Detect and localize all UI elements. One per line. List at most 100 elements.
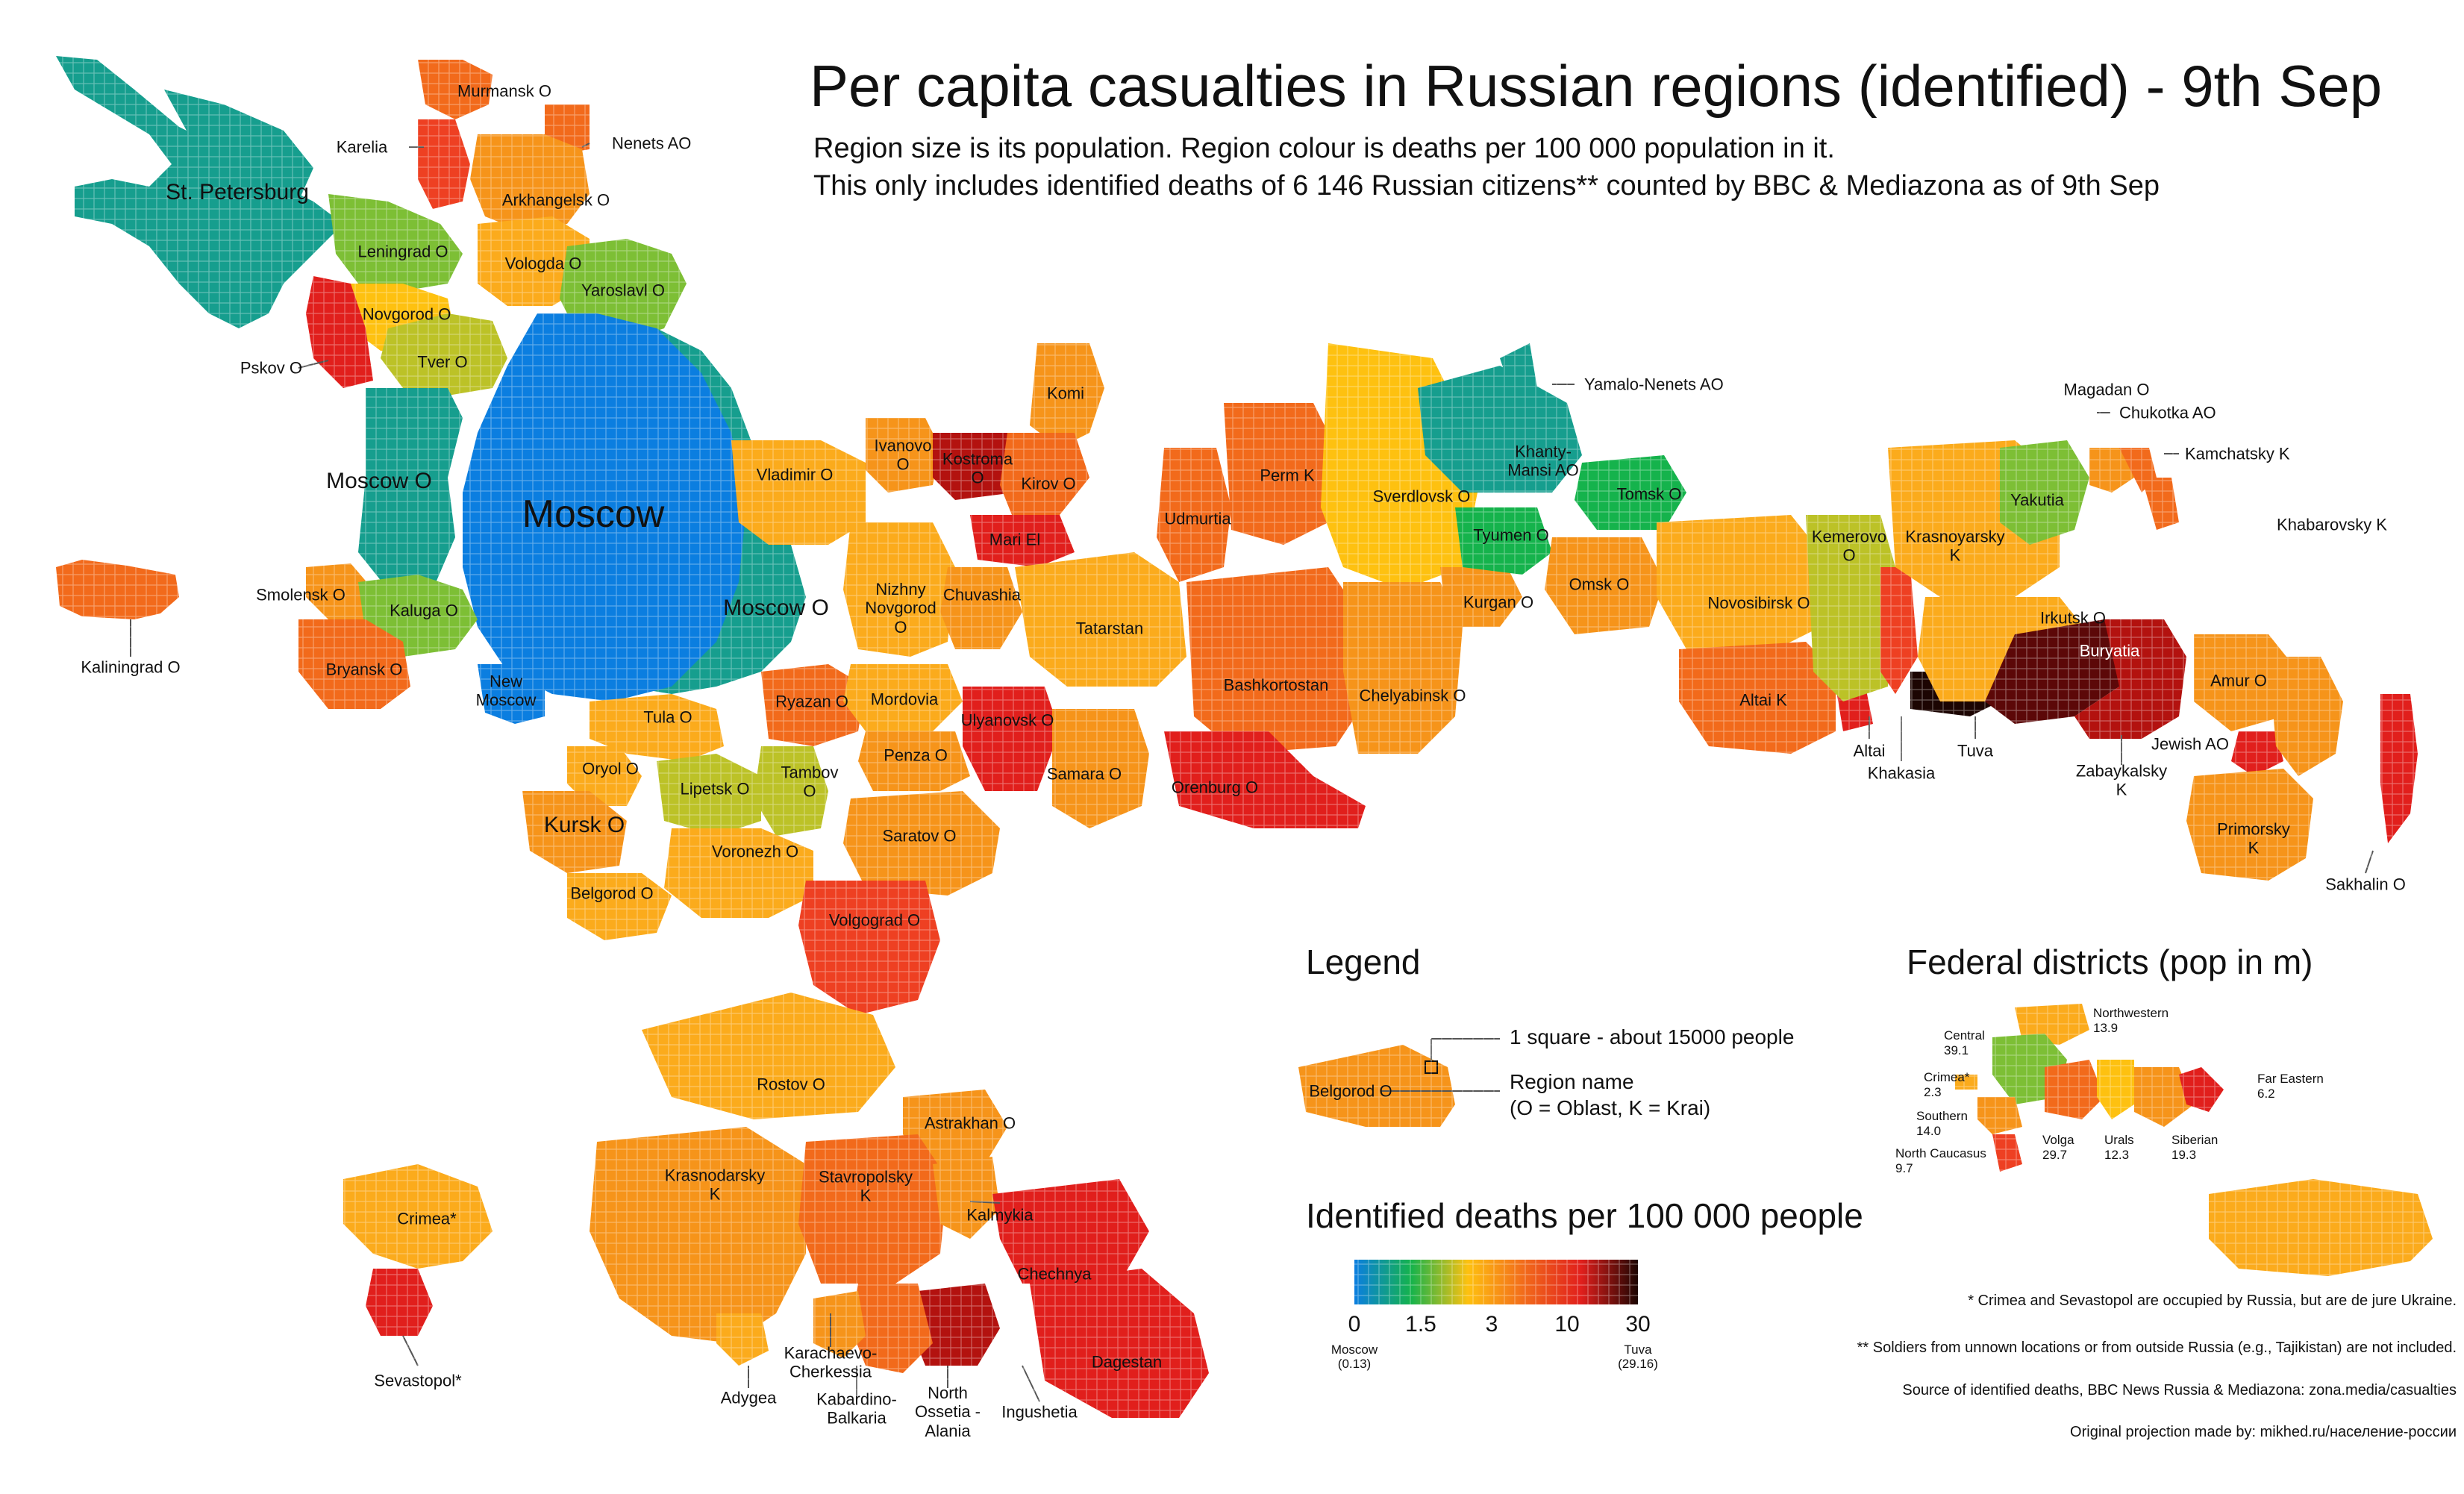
region-label-vladimir: Vladimir O bbox=[756, 465, 834, 484]
region-label-tatarstan: Tatarstan bbox=[1075, 619, 1144, 638]
region-shape-novosibirsk bbox=[1657, 515, 1821, 649]
region-label-new-moscow: New Moscow bbox=[475, 672, 537, 710]
region-shape-vladimir bbox=[731, 440, 866, 545]
region-label-novosibirsk: Novosibirsk O bbox=[1707, 593, 1810, 613]
region-label-amur: Amur O bbox=[2210, 671, 2267, 690]
fd-shape-southern bbox=[1977, 1097, 2022, 1134]
region-label-khabarovsky: Khabarovsky K bbox=[2277, 515, 2387, 534]
region-label-altai: Altai bbox=[1853, 741, 1886, 760]
region-label-voronezh: Voronezh O bbox=[711, 842, 799, 861]
region-shape-karelia-strip bbox=[418, 119, 470, 209]
legend-square-marker bbox=[1425, 1060, 1438, 1074]
region-label-krasnodarsky: Krasnodarsky K bbox=[664, 1166, 766, 1204]
fd-shape-volga bbox=[2045, 1060, 2104, 1119]
region-label-jewish-ao: Jewish AO bbox=[2151, 734, 2229, 754]
region-label-udmurtia: Udmurtia bbox=[1164, 509, 1231, 528]
region-label-tuva: Tuva bbox=[1957, 741, 1994, 760]
subtitle-line-1: Region size is its population. Region co… bbox=[813, 133, 1835, 164]
region-label-crimea: Crimea* bbox=[397, 1209, 457, 1228]
region-label-mordovia: Mordovia bbox=[870, 690, 939, 709]
region-label-ryazan: Ryazan O bbox=[775, 692, 848, 711]
region-label-perm: Perm K bbox=[1260, 466, 1315, 485]
region-label-ivanovo: Ivanovo O bbox=[874, 436, 932, 474]
legend-square-note: 1 square - about 15000 people bbox=[1510, 1025, 1795, 1048]
fd-label-siberian: Siberian 19.3 bbox=[2171, 1133, 2218, 1162]
fd-shape-north-caucasus bbox=[1992, 1134, 2022, 1172]
region-label-north-ossetia: North Ossetia - Alania bbox=[914, 1384, 981, 1440]
region-label-zabaykalsky: Zabaykalsky K bbox=[2075, 761, 2168, 799]
leader-line-10 bbox=[2365, 850, 2374, 874]
region-label-sevastopol: Sevastopol* bbox=[374, 1371, 462, 1390]
region-label-khakasia: Khakasia bbox=[1867, 763, 1936, 783]
scale-max-note: Tuva (29.16) bbox=[1618, 1343, 1658, 1371]
region-label-pskov: Pskov O bbox=[240, 358, 302, 378]
scale-tick-3: 10 bbox=[1554, 1312, 1580, 1337]
region-label-vologda: Vologda O bbox=[504, 254, 582, 273]
region-label-kalmykia: Kalmykia bbox=[966, 1205, 1034, 1225]
map-title: Per capita casualties in Russian regions… bbox=[810, 53, 2383, 119]
fd-label-crimea: Crimea* 2.3 bbox=[1924, 1070, 1970, 1099]
fd-label-urals: Urals 12.3 bbox=[2104, 1133, 2134, 1162]
region-label-volgograd: Volgograd O bbox=[828, 910, 921, 930]
scale-gradient-bar bbox=[1354, 1260, 1638, 1304]
region-label-magadan: Magadan O bbox=[2063, 380, 2150, 399]
fd-label-volga: Volga 29.7 bbox=[2042, 1133, 2074, 1162]
region-label-khanty-mansi: Khanty- Mansi AO bbox=[1507, 442, 1579, 480]
region-label-kamchatsky: Kamchatsky K bbox=[2185, 444, 2290, 463]
scale-tick-0: 0 bbox=[1348, 1312, 1361, 1337]
region-shape-kamchatsky bbox=[2142, 478, 2179, 530]
scale-heading: Identified deaths per 100 000 people bbox=[1306, 1196, 1863, 1235]
region-label-lipetsk: Lipetsk O bbox=[680, 779, 750, 798]
region-label-irkutsk: Irkutsk O bbox=[2039, 608, 2107, 628]
region-shape-krasnodarsky bbox=[590, 1127, 806, 1343]
region-label-orenburg: Orenburg O bbox=[1171, 778, 1259, 797]
region-shape-arkhangelsk bbox=[470, 134, 590, 231]
leader-line-11 bbox=[402, 1335, 419, 1366]
region-label-leningrad: Leningrad O bbox=[357, 242, 448, 261]
footnote-crimea: * Crimea and Sevastopol are occupied by … bbox=[1968, 1293, 2457, 1309]
region-label-belgorod: Belgorod O bbox=[570, 884, 654, 903]
scale-tick-1: 1.5 bbox=[1405, 1312, 1436, 1337]
region-label-yamalo-nenets: Yamalo-Nenets AO bbox=[1584, 375, 1724, 394]
region-label-adygea: Adygea bbox=[720, 1388, 777, 1407]
region-label-astrakhan: Astrakhan O bbox=[924, 1113, 1016, 1133]
region-label-tver: Tver O bbox=[417, 352, 468, 372]
region-label-murmansk: Murmansk O bbox=[457, 81, 551, 101]
region-label-penza: Penza O bbox=[884, 746, 948, 765]
region-shape-volgograd bbox=[798, 881, 940, 1015]
region-label-karachaevo-cherkessia: Karachaevo- Cherkessia bbox=[784, 1343, 878, 1381]
region-label-kabardino-balkaria: Kabardino- Balkaria bbox=[816, 1390, 897, 1428]
footnote-source: Source of identified deaths, BBC News Ru… bbox=[1902, 1382, 2457, 1398]
region-label-saratov: Saratov O bbox=[882, 826, 957, 846]
region-label-nenets: Nenets AO bbox=[612, 134, 692, 153]
region-shape-rostov bbox=[642, 993, 895, 1119]
region-label-tyumen: Tyumen O bbox=[1473, 525, 1549, 545]
region-label-sakhalin: Sakhalin O bbox=[2325, 875, 2406, 894]
region-label-tambov: Tambov O bbox=[781, 763, 839, 801]
region-label-ulyanovsk: Ulyanovsk O bbox=[960, 710, 1054, 730]
region-shape-ulyanovsk bbox=[963, 687, 1060, 791]
region-shape-stavropolsky bbox=[798, 1134, 948, 1284]
region-label-chelyabinsk: Chelyabinsk O bbox=[1359, 686, 1466, 705]
region-label-dagestan: Dagestan bbox=[1091, 1352, 1163, 1372]
region-label-kursk: Kursk O bbox=[543, 812, 625, 837]
region-label-chuvashia: Chuvashia bbox=[943, 585, 1021, 604]
fd-shape-russia bbox=[2209, 1179, 2433, 1276]
region-label-samara: Samara O bbox=[1046, 764, 1122, 784]
legend-heading: Legend bbox=[1306, 943, 1421, 981]
fd-label-north-caucasus: North Caucasus 9.7 bbox=[1895, 1146, 1986, 1175]
scale-tick-4: 30 bbox=[1625, 1312, 1651, 1337]
footnote-projection: Original projection made by: mikhed.ru/н… bbox=[2070, 1424, 2457, 1440]
region-shape-bashkortostan bbox=[1186, 567, 1366, 754]
fd-label-far-eastern: Far Eastern 6.2 bbox=[2257, 1072, 2324, 1101]
region-label-krasnoyarsky: Krasnoyarsky K bbox=[1905, 527, 2005, 565]
region-label-kirov: Kirov O bbox=[1021, 474, 1076, 493]
region-label-komi: Komi bbox=[1046, 384, 1085, 403]
region-label-tula: Tula O bbox=[643, 707, 692, 727]
region-label-ingushetia: Ingushetia bbox=[1001, 1402, 1078, 1422]
region-shape-adygea bbox=[716, 1313, 769, 1366]
region-shape-dagestan bbox=[1030, 1269, 1209, 1418]
scale-min-note: Moscow (0.13) bbox=[1331, 1343, 1378, 1371]
